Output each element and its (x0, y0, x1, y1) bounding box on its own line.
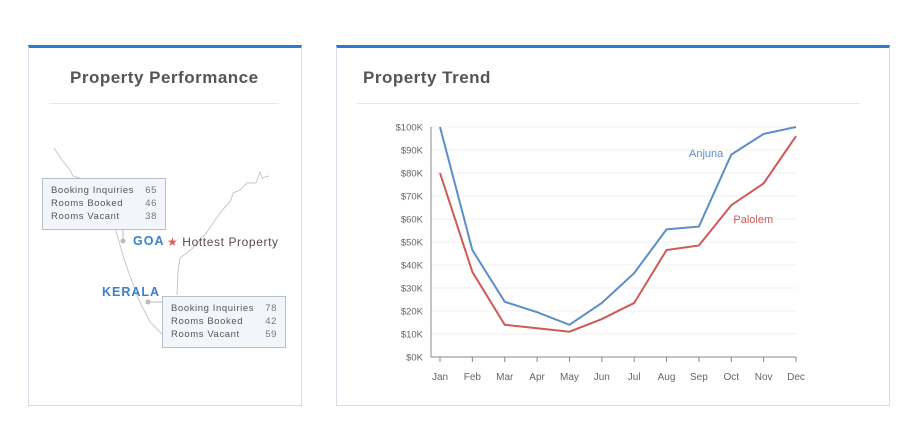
y-tick-label: $0K (406, 353, 424, 364)
x-tick-label: Nov (755, 372, 773, 383)
x-tick-label: Oct (723, 372, 739, 383)
kerala-stats-box: Booking Inquiries 78 Rooms Booked 42 Rooms… (162, 296, 286, 348)
stat-label: Booking Inquiries (51, 185, 135, 196)
x-tick-label: May (560, 372, 579, 383)
stat-label: Rooms Booked (51, 198, 124, 209)
series-line-palolem (439, 135, 797, 333)
kerala-marker (145, 299, 151, 305)
panel-title: Property Trend (363, 68, 491, 87)
stat-value: 78 (265, 303, 277, 314)
property-performance-panel: Property Performance Booking Inquiries 65… (28, 45, 302, 406)
x-tick-label: Aug (658, 372, 676, 383)
stat-label: Booking Inquiries (171, 303, 255, 314)
series-label: Anjuna (689, 148, 724, 160)
divider (357, 103, 860, 104)
stat-row: Booking Inquiries 65 (51, 184, 157, 197)
stat-value: 65 (145, 185, 157, 196)
x-tick-label: Feb (464, 372, 482, 383)
stat-value: 46 (145, 198, 157, 209)
stat-row: Rooms Vacant 59 (171, 328, 277, 341)
stat-value: 42 (265, 316, 277, 327)
y-tick-label: $10K (401, 330, 424, 341)
stat-value: 59 (265, 329, 277, 340)
y-tick-label: $100K (396, 123, 424, 134)
star-icon: ★ (167, 235, 179, 249)
series-label: Palolem (733, 214, 773, 226)
property-trend-panel: Property Trend $0K $10K $20K $30K $40K $50K $6… (336, 45, 890, 406)
stat-row: Booking Inquiries 78 (171, 302, 277, 315)
goa-marker (120, 238, 126, 244)
x-tick-label: Sep (690, 372, 708, 383)
x-tick-label: Jul (628, 372, 641, 383)
stat-row: Rooms Booked 46 (51, 197, 157, 210)
y-tick-label: $50K (401, 238, 424, 249)
x-tick-label: Mar (496, 372, 514, 383)
property-trend-chart: $0K $10K $20K $30K $40K $50K $60K $70K $80K $90K $… (396, 123, 805, 384)
y-tick-label: $20K (401, 307, 424, 318)
stat-label: Rooms Booked (171, 316, 244, 327)
stat-row: Rooms Booked 42 (171, 315, 277, 328)
series-line-anjuna (439, 126, 797, 326)
y-tick-label: $80K (401, 169, 424, 180)
y-tick-label: $70K (401, 192, 424, 203)
panel-title: Property Performance (70, 68, 259, 87)
x-tick-label: Dec (787, 372, 805, 383)
divider (49, 103, 279, 104)
x-tick-label: Jun (594, 372, 610, 383)
stat-row: Rooms Vacant 38 (51, 210, 157, 223)
stat-value: 38 (145, 211, 157, 222)
x-tick-label: Apr (529, 372, 545, 383)
x-tick-label: Jan (432, 372, 448, 383)
badge-text: Hottest Property (182, 235, 279, 249)
y-tick-label: $30K (401, 284, 424, 295)
hottest-property-badge: ★ Hottest Property (167, 235, 279, 249)
stat-label: Rooms Vacant (171, 329, 240, 340)
stat-label: Rooms Vacant (51, 211, 120, 222)
y-tick-label: $40K (401, 261, 424, 272)
goa-stats-box: Booking Inquiries 65 Rooms Booked 46 Rooms… (42, 178, 166, 230)
y-tick-label: $60K (401, 215, 424, 226)
kerala-label[interactable]: KERALA (102, 285, 161, 299)
goa-label[interactable]: GOA (133, 234, 165, 248)
y-tick-label: $90K (401, 146, 424, 157)
